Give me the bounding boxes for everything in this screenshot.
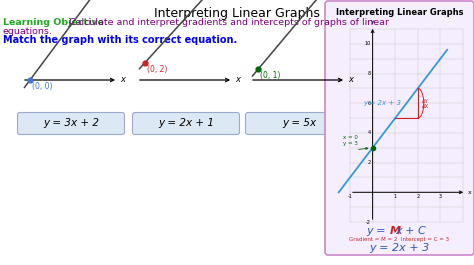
Text: y = 5x: y = 5x	[282, 118, 316, 129]
Text: x: x	[235, 76, 240, 85]
FancyBboxPatch shape	[325, 1, 474, 255]
Text: -1: -1	[347, 194, 353, 199]
Text: Interpreting Linear Graphs: Interpreting Linear Graphs	[336, 8, 463, 17]
FancyBboxPatch shape	[18, 113, 125, 135]
Text: Gradient = M = 2  Intercept = C = 3: Gradient = M = 2 Intercept = C = 3	[349, 237, 449, 242]
Text: y = 2x + 3: y = 2x + 3	[363, 100, 401, 106]
Text: y = 2x + 3: y = 2x + 3	[369, 243, 429, 253]
FancyBboxPatch shape	[246, 113, 353, 135]
FancyBboxPatch shape	[133, 113, 239, 135]
Text: x: x	[468, 190, 472, 195]
Text: 2: 2	[416, 194, 419, 199]
Text: 2: 2	[367, 160, 371, 165]
Text: equations.: equations.	[3, 27, 53, 36]
Text: -2: -2	[366, 219, 371, 224]
Text: y: y	[371, 19, 374, 24]
Text: 4: 4	[367, 130, 371, 135]
Text: ΔX: ΔX	[422, 104, 429, 109]
Text: (0, 1): (0, 1)	[260, 71, 281, 80]
Text: (0, 0): (0, 0)	[32, 82, 53, 91]
Text: 8: 8	[367, 71, 371, 76]
Text: y = 2x + 1: y = 2x + 1	[158, 118, 214, 129]
Text: 3: 3	[439, 194, 442, 199]
Text: y = 3x + 2: y = 3x + 2	[43, 118, 99, 129]
Text: x: x	[120, 76, 125, 85]
Text: Match the graph with its correct equation.: Match the graph with its correct equatio…	[3, 35, 237, 45]
Text: 10: 10	[365, 41, 371, 46]
Text: Calculate and interpret gradients and intercepts of graphs of linear: Calculate and interpret gradients and in…	[69, 18, 389, 27]
Text: M: M	[390, 226, 401, 236]
Text: (0, 2): (0, 2)	[147, 65, 167, 74]
Text: x + C: x + C	[395, 226, 426, 236]
Text: 1: 1	[393, 194, 397, 199]
Text: 6: 6	[367, 101, 371, 106]
Text: ΔY: ΔY	[422, 99, 428, 104]
Text: Interpreting Linear Graphs: Interpreting Linear Graphs	[154, 7, 320, 20]
Text: x: x	[348, 76, 353, 85]
Text: Learning Objective:: Learning Objective:	[3, 18, 111, 27]
Text: y =: y =	[366, 226, 390, 236]
Text: x = 0
y = 3: x = 0 y = 3	[343, 135, 358, 146]
